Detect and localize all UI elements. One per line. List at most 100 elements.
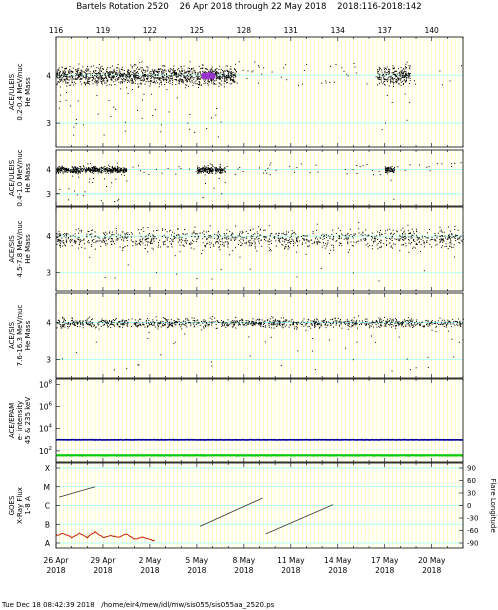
data-point (100, 169, 102, 171)
data-point (99, 77, 101, 79)
data-point (116, 171, 118, 173)
data-point (205, 324, 207, 326)
data-point (363, 238, 365, 240)
data-point (454, 320, 456, 322)
data-point (92, 171, 94, 173)
data-point (159, 77, 161, 79)
data-point (406, 73, 408, 75)
data-point (114, 167, 116, 169)
data-point (191, 243, 193, 245)
data-point (409, 101, 411, 103)
data-point (223, 242, 225, 244)
data-point (334, 320, 336, 322)
data-point (250, 230, 252, 232)
data-point (175, 237, 177, 239)
data-point (157, 71, 159, 73)
data-point (110, 327, 112, 329)
data-point (386, 245, 388, 247)
data-point (86, 241, 88, 243)
data-point (219, 78, 221, 80)
data-point (150, 243, 152, 245)
data-point (313, 319, 315, 321)
data-point (220, 171, 222, 173)
data-point (405, 326, 407, 328)
data-point (429, 170, 431, 172)
data-point (401, 244, 403, 246)
data-point (65, 233, 67, 235)
data-point (187, 77, 189, 79)
data-point (164, 229, 166, 231)
data-point (100, 171, 102, 173)
data-point (219, 249, 221, 251)
data-point (393, 82, 395, 84)
data-point (335, 322, 337, 324)
data-point (180, 167, 182, 169)
data-point (265, 240, 267, 242)
data-point (207, 79, 209, 81)
data-point (76, 70, 78, 72)
data-point (264, 236, 266, 238)
data-point (62, 245, 64, 247)
data-point (65, 82, 67, 84)
data-point (77, 72, 79, 74)
data-point (405, 68, 407, 70)
data-point (88, 167, 90, 169)
data-point (166, 89, 168, 91)
data-point (111, 76, 113, 78)
data-point (400, 75, 402, 77)
data-point (390, 78, 392, 80)
data-point (219, 83, 221, 85)
data-point (88, 169, 90, 171)
data-point (68, 73, 70, 75)
data-point (251, 235, 253, 237)
data-point (339, 230, 341, 232)
data-point (92, 173, 94, 175)
data-point (133, 81, 135, 83)
data-point (121, 170, 123, 172)
data-point (225, 75, 227, 77)
data-point (197, 72, 199, 74)
data-point (73, 239, 75, 241)
data-point (286, 231, 288, 233)
data-point (209, 167, 211, 169)
data-point (106, 80, 108, 82)
data-point (176, 97, 178, 99)
data-point (109, 72, 111, 74)
data-point (213, 76, 216, 79)
data-point (78, 176, 80, 178)
data-point (441, 234, 443, 236)
data-point (185, 242, 187, 244)
data-point (137, 77, 139, 79)
data-point (59, 188, 61, 190)
data-point (153, 235, 155, 237)
data-point (447, 319, 449, 321)
data-point (360, 240, 362, 242)
data-point (337, 227, 339, 229)
data-point (224, 70, 226, 72)
data-point (227, 73, 229, 75)
data-point (92, 79, 94, 81)
data-point (200, 76, 202, 78)
data-point (75, 167, 77, 169)
data-point (391, 169, 393, 171)
data-point (421, 322, 423, 324)
data-point (144, 75, 146, 77)
data-point (355, 322, 357, 324)
data-point (201, 75, 204, 77)
data-point (376, 235, 378, 237)
data-point (138, 242, 140, 244)
data-point (442, 241, 444, 243)
data-point (102, 68, 104, 70)
data-point (126, 180, 128, 182)
data-point (215, 73, 217, 75)
data-point (104, 72, 106, 74)
data-point (212, 166, 214, 168)
data-point (89, 72, 91, 74)
data-point (393, 86, 395, 88)
data-point (66, 76, 68, 78)
data-point (98, 171, 100, 173)
data-point (336, 320, 338, 322)
data-point (410, 369, 412, 371)
data-point (219, 167, 221, 169)
data-point (118, 326, 120, 328)
